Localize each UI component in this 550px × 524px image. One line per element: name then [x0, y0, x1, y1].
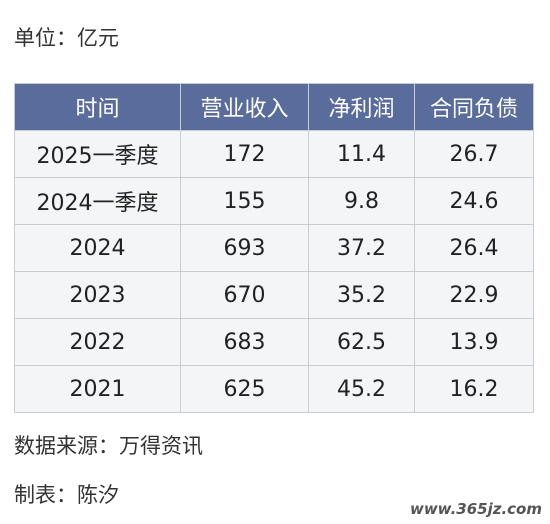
table-cell: 24.6 [414, 177, 534, 225]
table-cell: 2025一季度 [14, 130, 181, 178]
column-header: 营业收入 [180, 83, 309, 131]
table-cell: 37.2 [308, 224, 415, 272]
table-cell: 26.7 [414, 130, 534, 178]
source-note: 数据来源：万得资讯 [14, 434, 203, 458]
column-header: 净利润 [308, 83, 415, 131]
table-row: 2024一季度 155 9.8 24.6 [14, 177, 534, 225]
table-cell: 2024 [14, 224, 181, 272]
table-row: 2021 625 45.2 16.2 [14, 365, 534, 413]
author-note: 制表：陈汐 [14, 483, 119, 507]
table-cell: 683 [180, 318, 309, 366]
table-cell: 16.2 [414, 365, 534, 413]
header-row: 时间 营业收入 净利润 合同负债 [14, 83, 534, 131]
table-row: 2025一季度 172 11.4 26.7 [14, 130, 534, 178]
table-cell: 2023 [14, 271, 181, 319]
table-cell: 2021 [14, 365, 181, 413]
table-cell: 45.2 [308, 365, 415, 413]
table-body: 2025一季度 172 11.4 26.7 2024一季度 155 9.8 24.6 2024 6… [14, 130, 534, 413]
table-cell: 693 [180, 224, 309, 272]
table-row: 2022 683 62.5 13.9 [14, 318, 534, 366]
table-cell: 2024一季度 [14, 177, 181, 225]
table-cell: 2022 [14, 318, 181, 366]
table-row: 2024 693 37.2 26.4 [14, 224, 534, 272]
table-cell: 35.2 [308, 271, 415, 319]
table-cell: 11.4 [308, 130, 415, 178]
table-cell: 172 [180, 130, 309, 178]
column-header: 合同负债 [414, 83, 534, 131]
table-cell: 9.8 [308, 177, 415, 225]
table-cell: 670 [180, 271, 309, 319]
table-cell: 625 [180, 365, 309, 413]
unit-label: 单位：亿元 [14, 26, 119, 50]
table-row: 2023 670 35.2 22.9 [14, 271, 534, 319]
table-cell: 155 [180, 177, 309, 225]
watermark: www.365jz.com [409, 500, 542, 518]
table-cell: 22.9 [414, 271, 534, 319]
table-cell: 13.9 [414, 318, 534, 366]
data-table: 时间 营业收入 净利润 合同负债 2025一季度 172 11.4 26.7 2024一季度 1… [14, 83, 534, 413]
column-header: 时间 [14, 83, 181, 131]
table-cell: 26.4 [414, 224, 534, 272]
table-cell: 62.5 [308, 318, 415, 366]
